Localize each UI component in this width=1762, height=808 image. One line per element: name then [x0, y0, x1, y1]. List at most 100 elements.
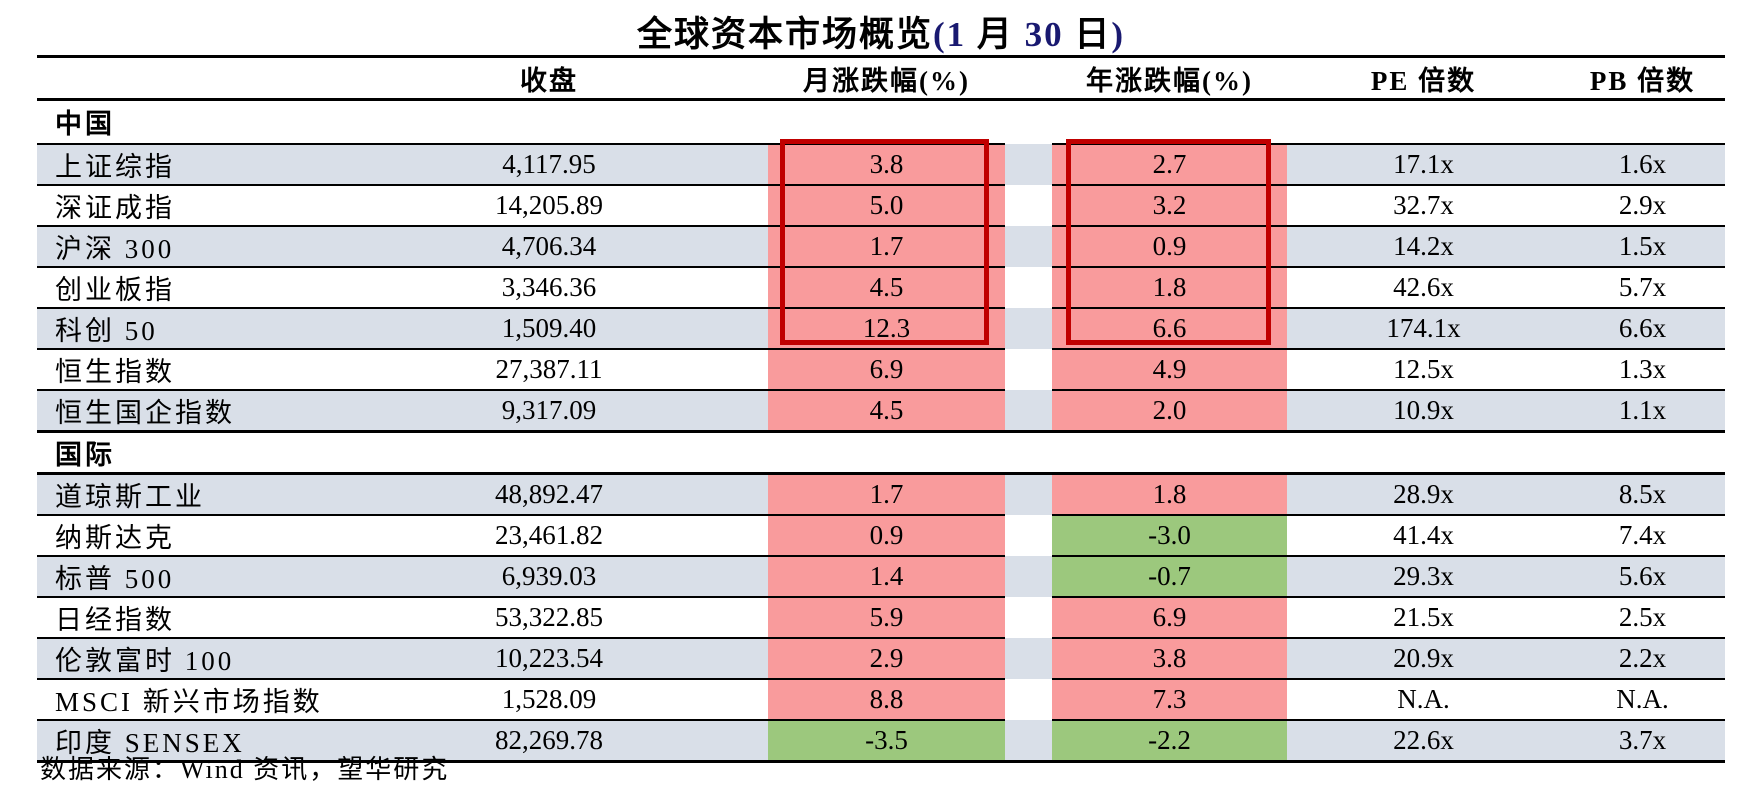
cell-pe: 28.9x: [1287, 473, 1560, 516]
cell-pb: 2.5x: [1560, 596, 1725, 639]
cell-close: 4,117.95: [330, 143, 768, 186]
gap-cell: [1005, 719, 1052, 763]
cell-pe: 14.2x: [1287, 225, 1560, 268]
cell-year-change: 6.9: [1052, 596, 1287, 639]
cell-year-change: 3.8: [1052, 637, 1287, 680]
cell-index-name: 沪深 300: [37, 225, 330, 268]
cell-close: 53,322.85: [330, 596, 768, 639]
table-row: 伦敦富时 100 10,223.54 2.9 3.8 20.9x 2.2x: [37, 637, 1725, 680]
cell-month-change: 1.7: [768, 225, 1005, 268]
cell-year-change: 4.9: [1052, 348, 1287, 391]
table-row: 标普 500 6,939.03 1.4 -0.7 29.3x 5.6x: [37, 555, 1725, 598]
cell-close: 3,346.36: [330, 266, 768, 309]
cell-pe: 29.3x: [1287, 555, 1560, 598]
page-title-date-part: 30: [1024, 15, 1064, 54]
cell-month-change: 12.3: [768, 307, 1005, 350]
gap-cell: [1005, 185, 1052, 226]
cell-year-change: 2.7: [1052, 143, 1287, 186]
page-title-main: 全球资本市场概览: [636, 15, 933, 54]
cell-month-change: 6.9: [768, 348, 1005, 391]
cell-pb: 2.2x: [1560, 637, 1725, 680]
cell-pe: 41.4x: [1287, 514, 1560, 557]
section-spacer: [768, 99, 1005, 145]
cell-year-change: 7.3: [1052, 678, 1287, 721]
cell-index-name: 创业板指: [37, 266, 330, 309]
section-spacer: [1052, 99, 1287, 145]
cell-month-change: 1.4: [768, 555, 1005, 598]
section-spacer: [330, 99, 768, 145]
gap-cell: [1005, 307, 1052, 349]
cell-index-name: 恒生指数: [37, 348, 330, 391]
header-pe: PE 倍数: [1287, 55, 1560, 101]
cell-pe: 22.6x: [1287, 719, 1560, 763]
section-label: 中国: [37, 99, 330, 145]
cell-month-change: 4.5: [768, 389, 1005, 433]
market-table: 收盘 月涨跌幅(%) 年涨跌幅(%) PE 倍数 PB 倍数 中国 上证综指 4,117.9…: [37, 55, 1725, 763]
section-row: 国际: [37, 431, 1725, 475]
cell-close: 6,939.03: [330, 555, 768, 598]
cell-pe: N.A.: [1287, 678, 1560, 721]
gap-cell: [1005, 389, 1052, 433]
cell-year-change: 1.8: [1052, 266, 1287, 309]
gap-cell: [1005, 515, 1052, 556]
page-title-date-part: 月: [966, 15, 1025, 54]
cell-pb: 1.6x: [1560, 143, 1725, 186]
cell-pe: 174.1x: [1287, 307, 1560, 350]
section-spacer: [1287, 431, 1560, 475]
cell-month-change: 5.9: [768, 596, 1005, 639]
cell-month-change: 0.9: [768, 514, 1005, 557]
cell-close: 14,205.89: [330, 184, 768, 227]
table-row: 深证成指 14,205.89 5.0 3.2 32.7x 2.9x: [37, 184, 1725, 227]
table-row: 日经指数 53,322.85 5.9 6.9 21.5x 2.5x: [37, 596, 1725, 639]
gap-cell: [1005, 100, 1052, 144]
cell-close: 10,223.54: [330, 637, 768, 680]
cell-close: 27,387.11: [330, 348, 768, 391]
cell-index-name: MSCI 新兴市场指数: [37, 678, 330, 721]
cell-month-change: 3.8: [768, 143, 1005, 186]
cell-month-change: 1.7: [768, 473, 1005, 516]
cell-index-name: 标普 500: [37, 555, 330, 598]
table-body: 中国 上证综指 4,117.95 3.8 2.7 17.1x 1.6x 深证成指 14,205.…: [37, 99, 1725, 763]
cell-pb: 1.1x: [1560, 389, 1725, 433]
gap-cell: [1005, 555, 1052, 597]
cell-month-change: 5.0: [768, 184, 1005, 227]
market-table-wrap: 收盘 月涨跌幅(%) 年涨跌幅(%) PE 倍数 PB 倍数 中国 上证综指 4,117.9…: [37, 55, 1725, 763]
gap-cell: [1005, 267, 1052, 308]
cell-year-change: 2.0: [1052, 389, 1287, 433]
cell-year-change: 6.6: [1052, 307, 1287, 350]
section-spacer: [1287, 99, 1560, 145]
cell-pb: 3.7x: [1560, 719, 1725, 763]
cell-year-change: 0.9: [1052, 225, 1287, 268]
cell-year-change: -0.7: [1052, 555, 1287, 598]
cell-month-change: 8.8: [768, 678, 1005, 721]
cell-index-name: 恒生国企指数: [37, 389, 330, 433]
cell-month-change: 2.9: [768, 637, 1005, 680]
cell-pb: 8.5x: [1560, 473, 1725, 516]
cell-pb: N.A.: [1560, 678, 1725, 721]
cell-pe: 17.1x: [1287, 143, 1560, 186]
section-spacer: [1560, 99, 1725, 145]
cell-close: 82,269.78: [330, 719, 768, 763]
cell-pe: 32.7x: [1287, 184, 1560, 227]
page-title-date-part: (1: [932, 15, 967, 54]
table-row: 恒生国企指数 9,317.09 4.5 2.0 10.9x 1.1x: [37, 389, 1725, 433]
gap-cell: [1005, 225, 1052, 267]
cell-index-name: 上证综指: [37, 143, 330, 186]
cell-pe: 21.5x: [1287, 596, 1560, 639]
section-row: 中国: [37, 99, 1725, 145]
cell-index-name: 道琼斯工业: [37, 473, 330, 516]
cell-pe: 12.5x: [1287, 348, 1560, 391]
table-row: 恒生指数 27,387.11 6.9 4.9 12.5x 1.3x: [37, 348, 1725, 391]
table-row: 印度 SENSEX 82,269.78 -3.5 -2.2 22.6x 3.7x: [37, 719, 1725, 763]
header-pb: PB 倍数: [1560, 55, 1725, 101]
table-row: 创业板指 3,346.36 4.5 1.8 42.6x 5.7x: [37, 266, 1725, 309]
cell-pe: 20.9x: [1287, 637, 1560, 680]
table-row: 纳斯达克 23,461.82 0.9 -3.0 41.4x 7.4x: [37, 514, 1725, 557]
gap-cell: [1005, 431, 1052, 475]
gap-cell: [1005, 637, 1052, 679]
gap-cell: [1005, 349, 1052, 390]
cell-pb: 6.6x: [1560, 307, 1725, 350]
cell-pb: 5.6x: [1560, 555, 1725, 598]
header-close: 收盘: [330, 55, 768, 101]
